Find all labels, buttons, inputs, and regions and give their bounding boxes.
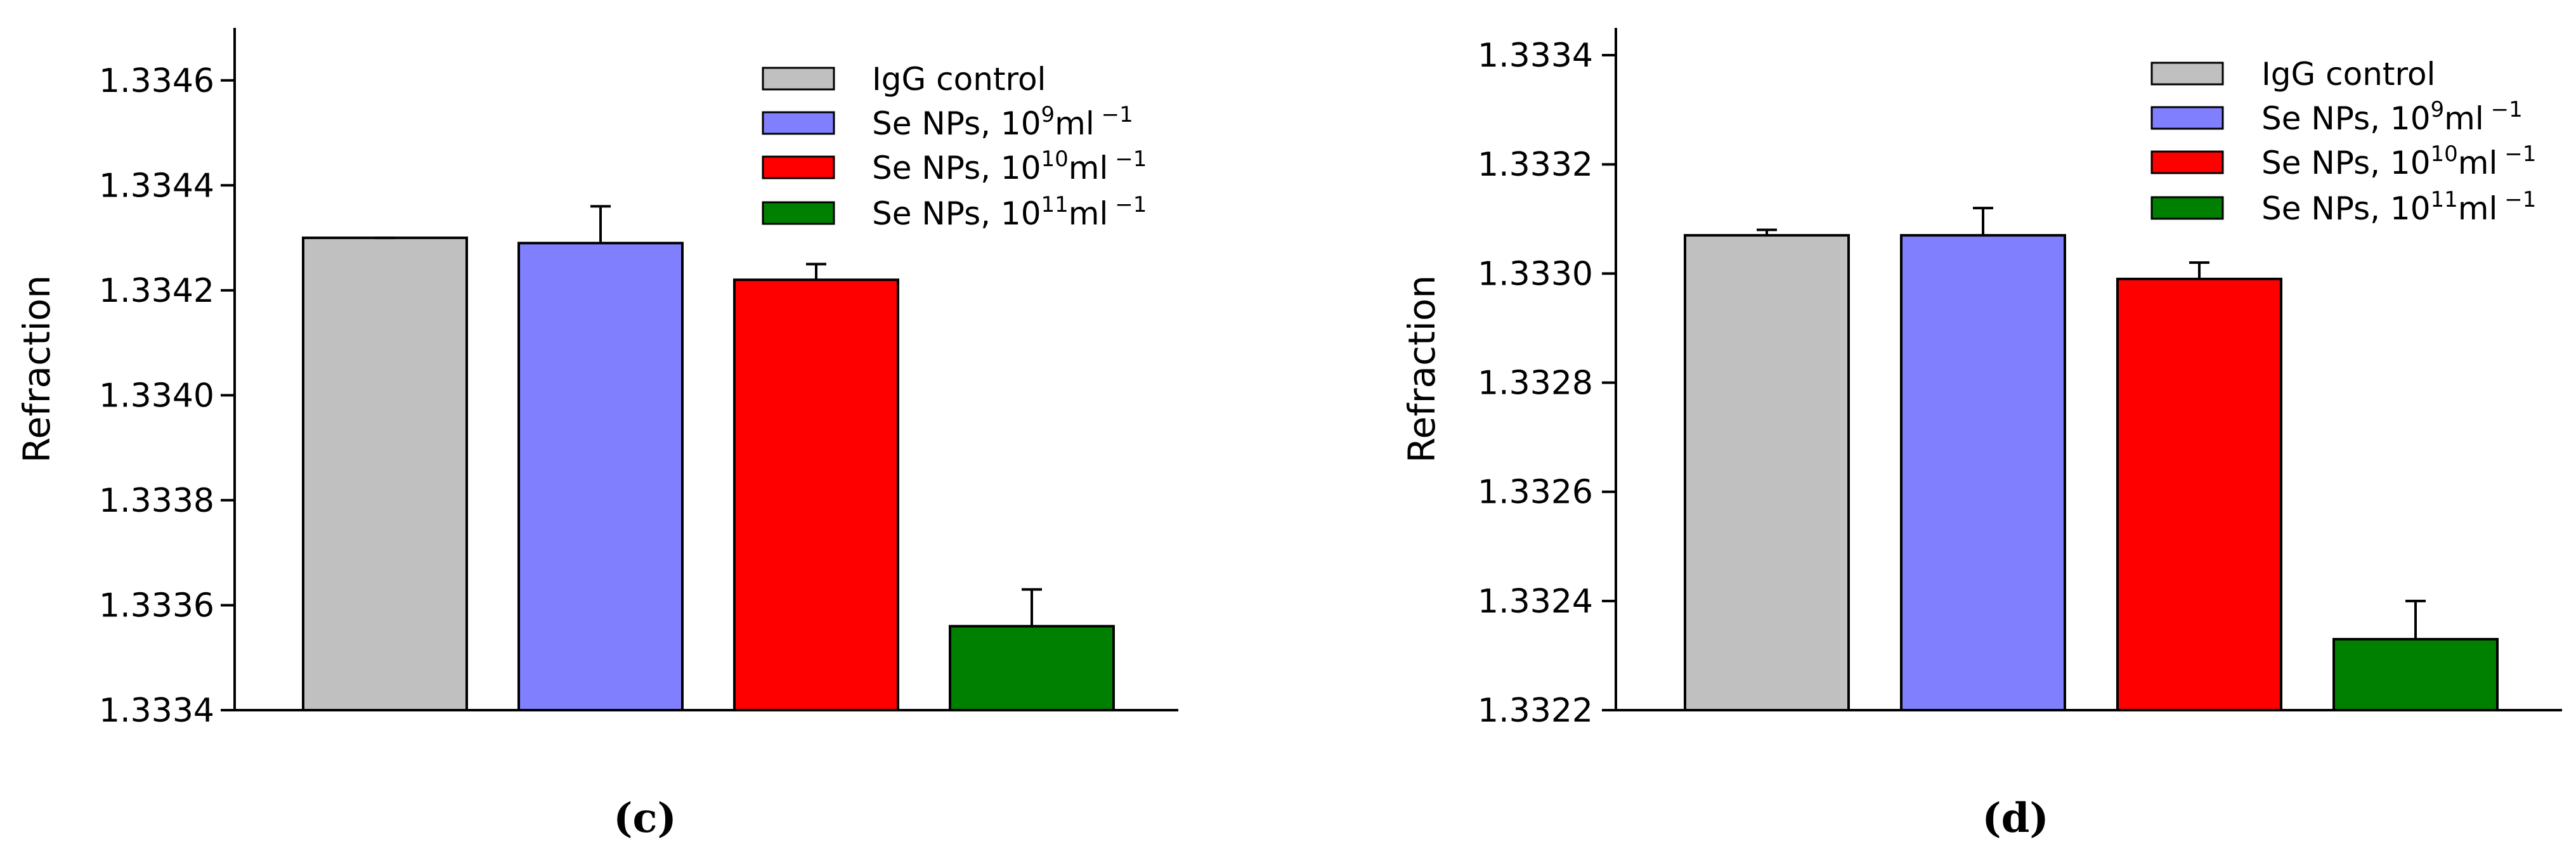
legend-entry: Se NPs, 109ml −1: [872, 102, 1133, 142]
legend-swatch: [2150, 150, 2224, 174]
legend-unit: ml: [2458, 145, 2498, 181]
y-tick-label: 1.3330: [1478, 255, 1593, 293]
legend-unit-exponent: −1: [2497, 141, 2536, 167]
legend-text: Se NPs, 10: [872, 105, 1041, 142]
legend-swatch: [2150, 196, 2224, 220]
bar: [302, 237, 468, 712]
legend-swatch: [762, 201, 835, 225]
legend-exponent: 9: [1041, 102, 1055, 127]
bar: [1684, 234, 1850, 711]
y-tick-label: 1.3342: [99, 272, 214, 310]
y-tick-label: 1.3322: [1478, 692, 1593, 730]
y-tick-label: 1.3334: [1478, 37, 1593, 75]
legend-exponent: 11: [1041, 192, 1069, 217]
legend-entry: Se NPs, 1010ml −1: [872, 146, 1147, 186]
legend-unit: ml: [1055, 105, 1095, 142]
legend-entry: Se NPs, 1011ml −1: [2261, 187, 2536, 227]
legend-swatch: [762, 67, 835, 91]
legend-swatch: [2150, 62, 2224, 86]
legend-text: Se NPs, 10: [2261, 190, 2431, 227]
y-tick-label: 1.3336: [99, 587, 214, 625]
legend-unit: ml: [2444, 100, 2484, 137]
legend-text: Se NPs, 10: [2261, 100, 2431, 137]
legend-unit-exponent: −1: [1108, 192, 1147, 217]
bar: [2332, 638, 2499, 712]
bar: [1900, 234, 2066, 711]
bar: [2116, 277, 2282, 711]
legend-swatch: [762, 155, 835, 179]
chart-panel-d: 1.3322 1.3324 1.3326 1.3328 1.3330 1.3332 1.33…: [1400, 28, 2562, 842]
legend-unit: ml: [1069, 150, 1109, 186]
legend-entry: IgG control: [2261, 56, 2435, 93]
legend-text: IgG control: [872, 61, 1046, 98]
y-tick-label: 1.3326: [1478, 474, 1593, 512]
y-tick-label: 1.3346: [99, 62, 214, 100]
legend-unit: ml: [2458, 190, 2498, 227]
chart-panel-c: 1.3334 1.3336 1.3338 1.3340 1.3342 1.3344 1.33…: [15, 28, 1178, 842]
y-tick-label: 1.3324: [1478, 583, 1593, 621]
bar: [517, 242, 684, 712]
legend-swatch: [2150, 106, 2224, 130]
legend-exponent: 11: [2431, 187, 2458, 212]
legend-entry: Se NPs, 109ml −1: [2261, 97, 2523, 137]
legend-entry: Se NPs, 1010ml −1: [2261, 141, 2536, 181]
panel-label: (d): [1982, 794, 2048, 842]
legend-unit-exponent: −1: [1095, 102, 1133, 127]
legend-unit-exponent: −1: [1108, 146, 1147, 172]
y-tick-label: 1.3340: [99, 377, 214, 415]
legend-entry: IgG control: [872, 61, 1046, 98]
legend-swatch: [762, 111, 835, 135]
legend-unit-exponent: −1: [2497, 187, 2536, 212]
legend-text: Se NPs, 10: [2261, 145, 2431, 181]
y-axis-label: Refraction: [1400, 275, 1443, 463]
y-tick-label: 1.3328: [1478, 365, 1593, 403]
y-axis-label: Refraction: [15, 275, 58, 463]
y-tick-label: 1.3334: [99, 692, 214, 730]
legend-unit-exponent: −1: [2484, 97, 2523, 122]
panel-label: (c): [613, 794, 677, 842]
legend-text: Se NPs, 10: [872, 150, 1041, 186]
legend-exponent: 10: [1041, 146, 1069, 172]
legend-exponent: 9: [2431, 97, 2445, 122]
bar: [949, 625, 1115, 711]
legend-text: IgG control: [2261, 56, 2435, 93]
legend-text: Se NPs, 10: [872, 195, 1041, 232]
legend-entry: Se NPs, 1011ml −1: [872, 192, 1147, 232]
legend-unit: ml: [1069, 195, 1109, 232]
legend-exponent: 10: [2431, 141, 2458, 167]
y-tick-label: 1.3338: [99, 482, 214, 520]
bar: [733, 278, 899, 711]
y-tick-label: 1.3332: [1478, 146, 1593, 184]
y-tick-label: 1.3344: [99, 167, 214, 205]
